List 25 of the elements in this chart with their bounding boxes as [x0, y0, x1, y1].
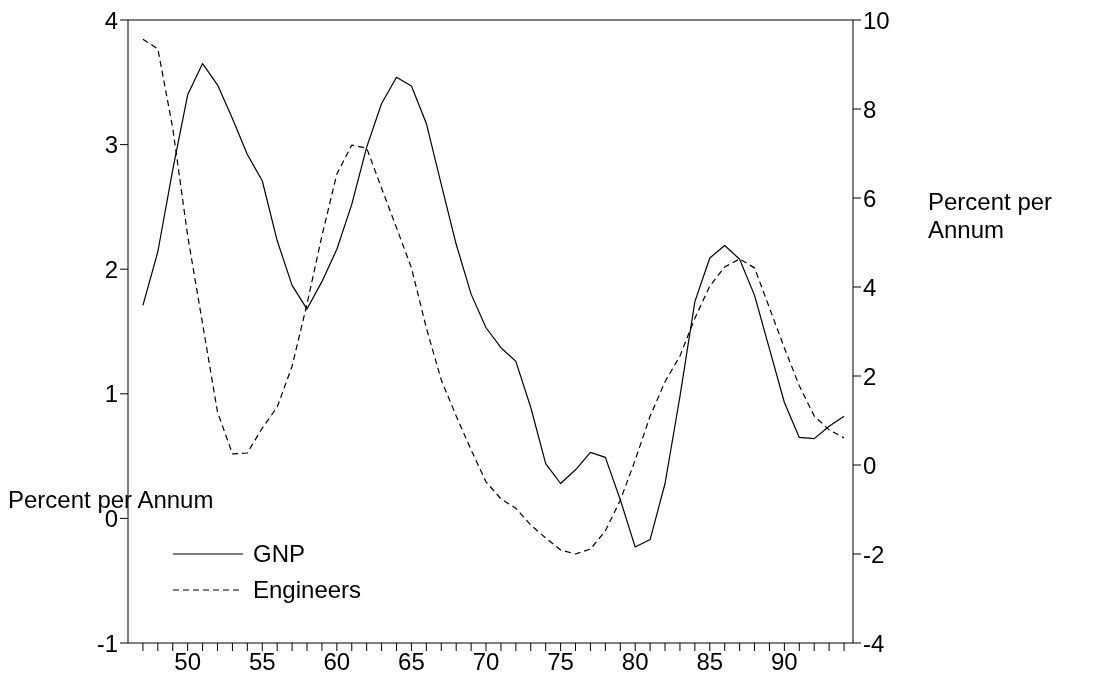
y2-tick-label: 4	[863, 273, 877, 301]
y-tick-label: 4	[104, 6, 118, 34]
y2-tick-label: -2	[863, 540, 885, 568]
x-tick-label: 80	[621, 648, 649, 676]
y2-axis-title: Percent per Annum	[928, 188, 1054, 244]
y-tick-label: -1	[96, 629, 118, 657]
y2-tick-label: -4	[863, 629, 885, 657]
x-tick-label: 65	[398, 648, 425, 676]
y2-tick-label: 2	[863, 362, 877, 390]
y-tick-label: 3	[104, 131, 118, 159]
x-tick-label: 70	[472, 648, 500, 676]
y-tick-label: 2	[104, 255, 118, 283]
x-tick-label: 75	[547, 648, 574, 676]
legend-label: GNP	[253, 539, 306, 569]
x-tick-label: 50	[174, 648, 202, 676]
y-tick-label: 1	[104, 380, 118, 408]
y2-tick-label: 6	[863, 184, 877, 212]
y2-tick-label: 0	[863, 451, 877, 479]
y2-tick-label: 10	[863, 6, 890, 34]
y2-tick-label: 8	[863, 95, 877, 123]
legend-label: Engineers	[253, 575, 362, 605]
x-tick-label: 90	[771, 648, 798, 676]
x-tick-label: 60	[323, 648, 351, 676]
x-tick-label: 85	[696, 648, 724, 676]
x-tick-label: 55	[248, 648, 276, 676]
